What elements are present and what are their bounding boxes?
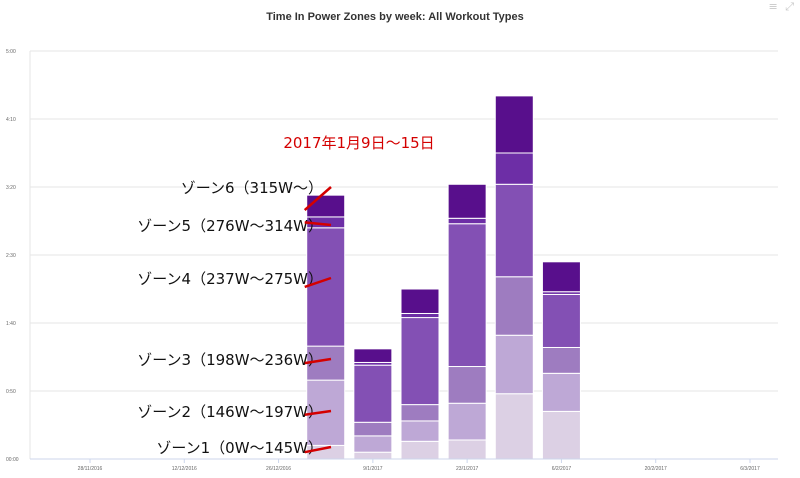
zone-leader-line <box>304 276 332 289</box>
bar-segment <box>494 95 534 154</box>
y-tick-label: 00:00 <box>6 457 19 463</box>
zone-leader-line <box>304 445 332 454</box>
bar-segment <box>447 217 487 225</box>
zone-label: ゾーン4（237W〜275W） <box>137 270 323 288</box>
bar-segment <box>494 393 534 460</box>
bar-segment <box>541 372 581 412</box>
chart-toolbar: ≡ ⤢ <box>768 0 796 14</box>
zone-label: ゾーン3（198W〜236W） <box>137 351 323 369</box>
y-tick-label: 4:10 <box>6 117 16 123</box>
x-tick-label: 20/2/2017 <box>645 466 667 472</box>
x-tick-label: 6/2/2017 <box>552 466 572 472</box>
y-tick-label: 1:40 <box>6 321 16 327</box>
zone-leader-line <box>304 357 332 365</box>
y-tick-label: 2:30 <box>6 253 16 259</box>
bar-segment <box>447 183 487 219</box>
bar-segment <box>447 366 487 404</box>
bar-segment <box>353 348 393 363</box>
bar-segment <box>400 440 440 460</box>
bar-segment <box>353 421 393 437</box>
y-tick-label: 3:20 <box>6 185 16 191</box>
y-tick-label: 5:00 <box>6 49 16 55</box>
zone-leader-line <box>303 186 332 211</box>
zone-leader-line <box>304 409 332 416</box>
bar-segment <box>447 439 487 460</box>
bar-segment <box>353 435 393 453</box>
x-tick-label: 28/11/2016 <box>78 466 103 472</box>
bar-segment <box>306 194 346 218</box>
bar-segment <box>353 451 393 460</box>
axes: 00:00 0:50 1:40 2:30 3:20 4:10 5:00 28/11/2016 1… <box>6 49 778 472</box>
menu-icon[interactable]: ≡ <box>768 0 780 13</box>
bar-segment <box>400 420 440 442</box>
expand-icon[interactable]: ⤢ <box>785 0 796 13</box>
bar-segment <box>494 183 534 278</box>
x-tick-label: 6/3/2017 <box>740 466 760 472</box>
zone-leader-line <box>304 221 332 227</box>
bar-segment <box>541 346 581 374</box>
bar-segment <box>306 345 346 381</box>
bar-segment <box>400 317 440 406</box>
bar-segment <box>400 288 440 314</box>
zone-label: ゾーン2（146W〜197W） <box>137 403 323 421</box>
bar-segment <box>494 276 534 336</box>
x-tick-label: 12/12/2016 <box>172 466 197 472</box>
y-tick-label: 0:50 <box>6 389 16 395</box>
zone-label: ゾーン1（0W〜145W） <box>156 439 323 457</box>
bar-segment <box>447 223 487 368</box>
bar-segment <box>494 334 534 395</box>
chart-title: Time In Power Zones by week: All Workout… <box>266 11 524 23</box>
annotation-title: 2017年1月9日〜15日 <box>283 134 434 152</box>
x-tick-label: 23/1/2017 <box>456 466 478 472</box>
bar-segment <box>541 293 581 348</box>
bar-segment <box>541 261 581 293</box>
bar-segment <box>541 410 581 460</box>
zone-label: ゾーン6（315W〜） <box>181 179 323 197</box>
bar-segment <box>400 312 440 319</box>
bar-segment <box>447 402 487 441</box>
bar-segment <box>400 404 440 422</box>
x-tick-label: 26/12/2016 <box>266 466 291 472</box>
zone-label: ゾーン5（276W〜314W） <box>137 217 323 235</box>
bar-segment <box>353 364 393 423</box>
bar-segment <box>494 152 534 185</box>
x-tick-label: 9/1/2017 <box>363 466 383 472</box>
